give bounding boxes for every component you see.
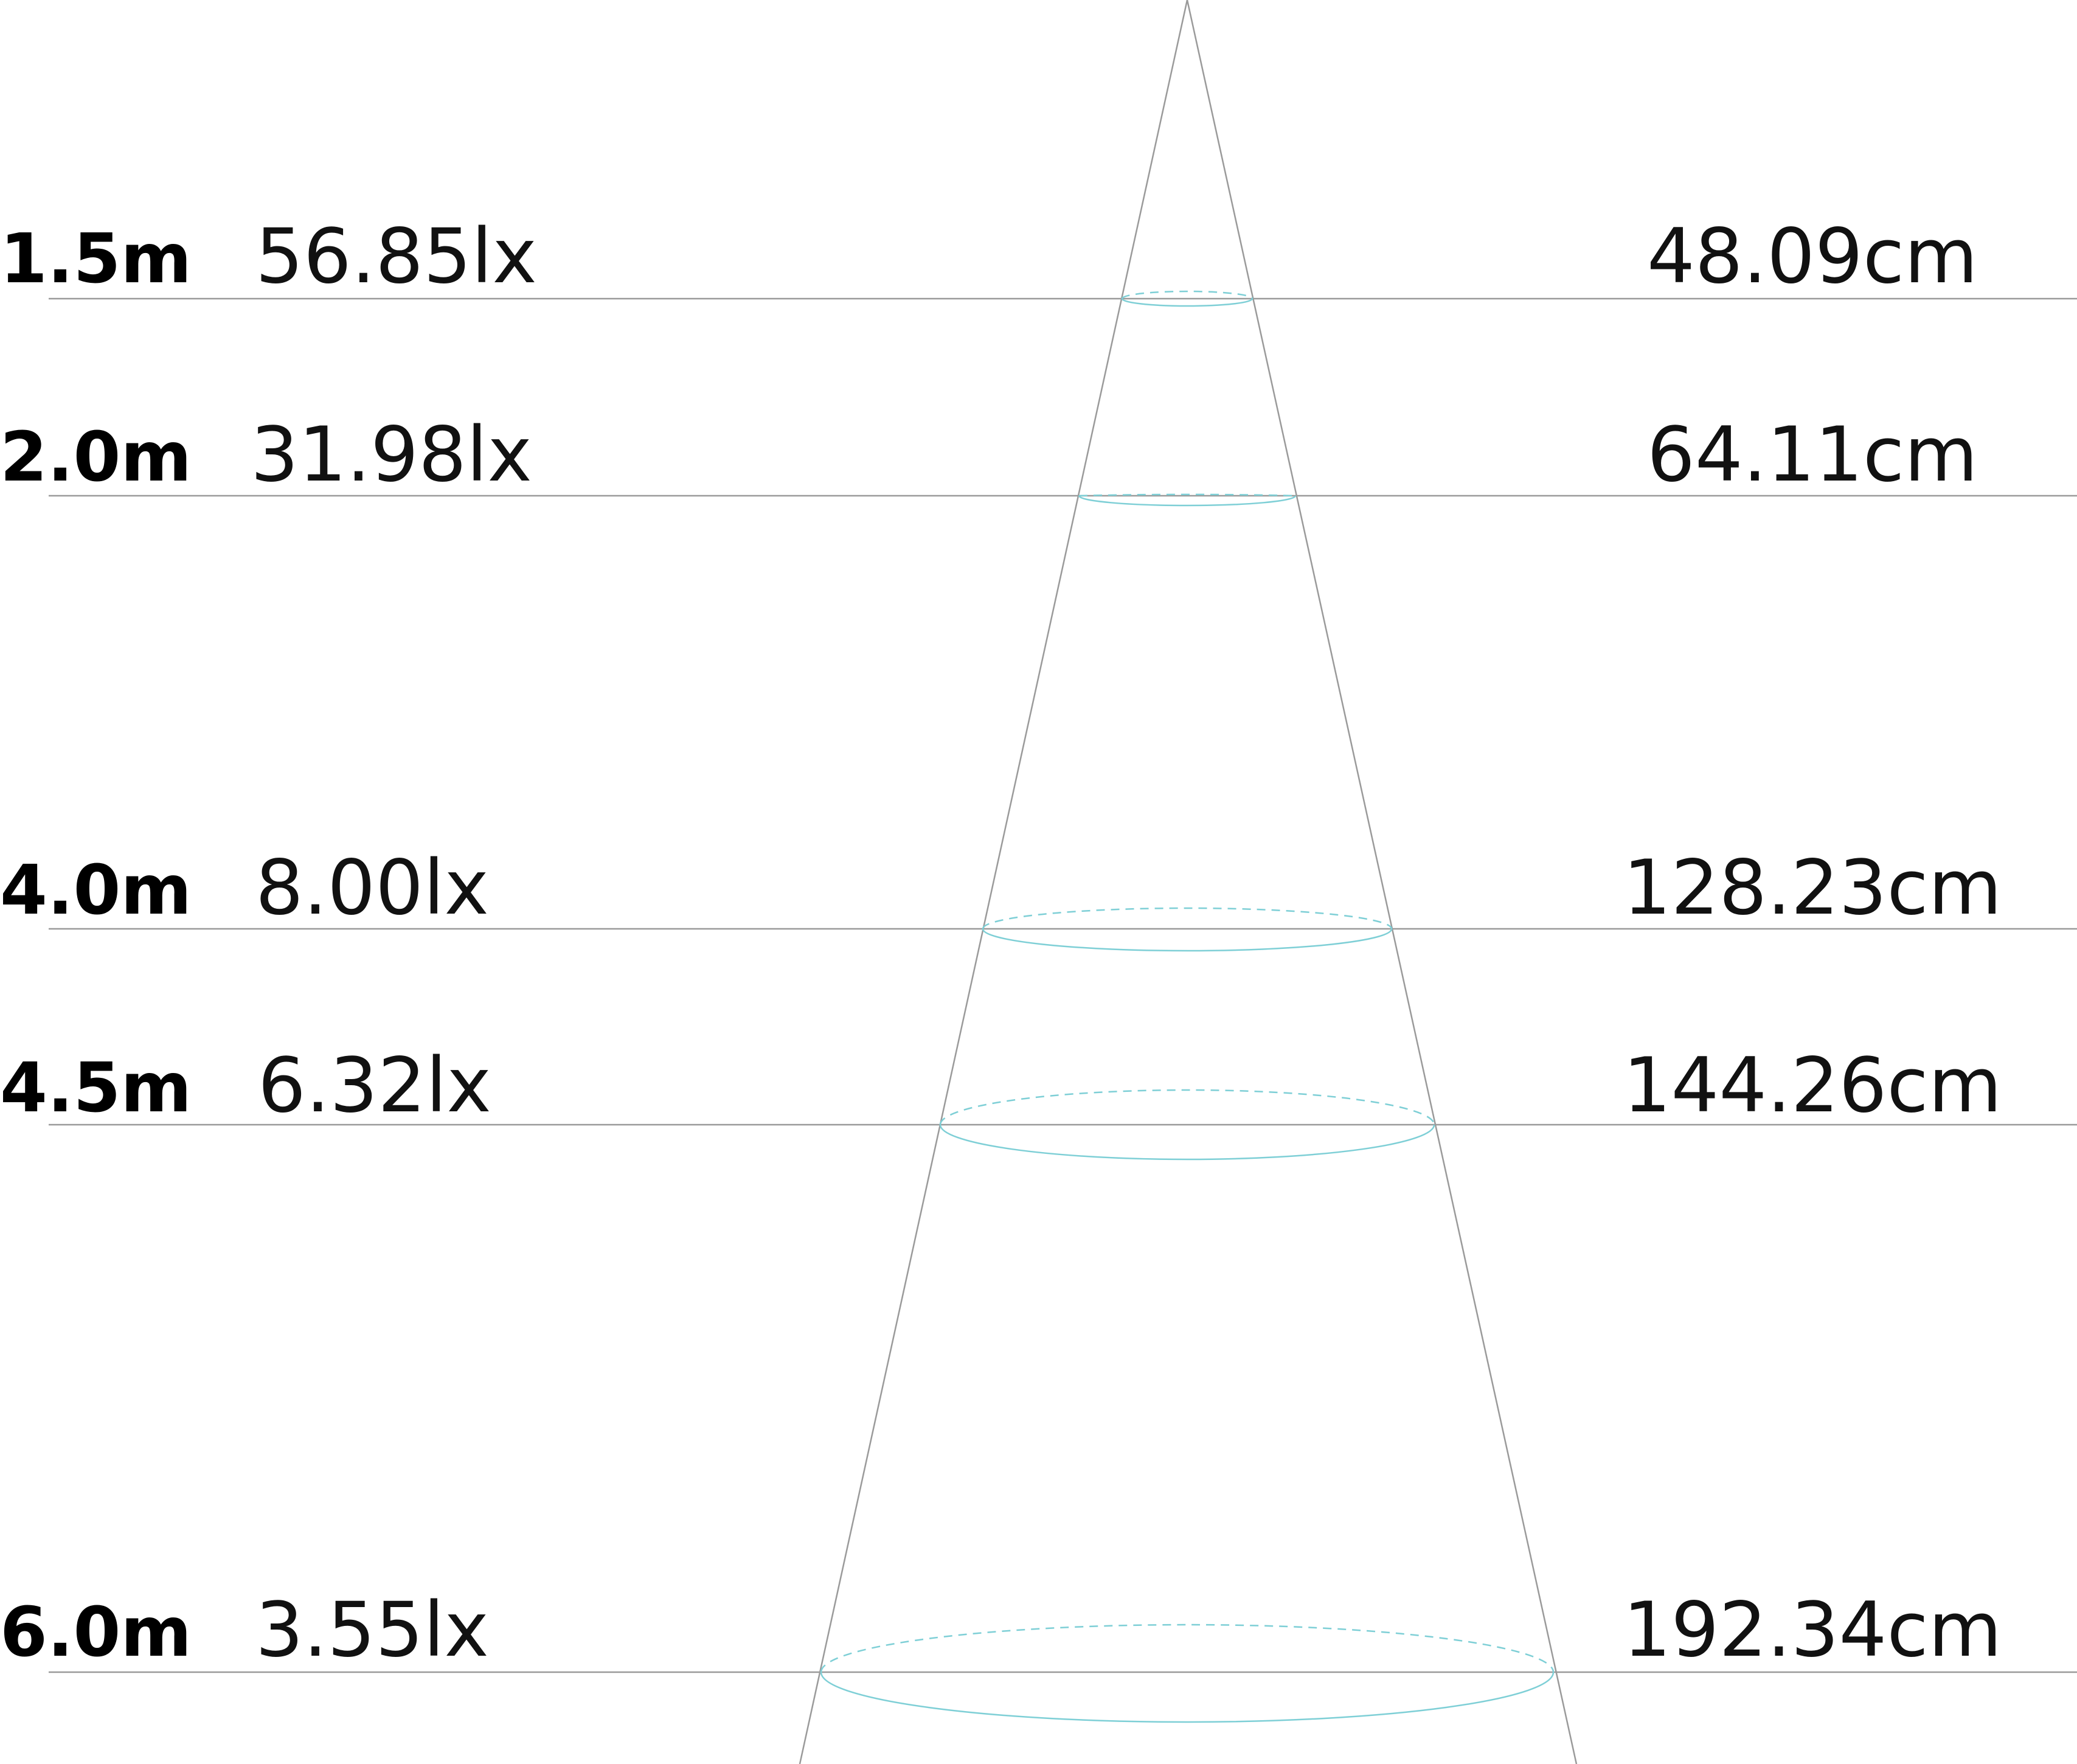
distance-row: 4.0m 8.00lx 128.23cm: [0, 844, 2077, 952]
beam-ellipse-back: [982, 907, 1393, 929]
beam-ellipse-front: [982, 928, 1393, 952]
illuminance-label: 3.55lx: [255, 1586, 489, 1674]
beam-diameter-label: 128.23cm: [1623, 844, 2002, 932]
distance-label: 4.0m: [0, 851, 192, 930]
beam-diameter-label: 48.09cm: [1647, 213, 1978, 300]
illuminance-label: 56.85lx: [255, 213, 537, 300]
distance-label: 2.0m: [0, 418, 192, 497]
distance-label: 1.5m: [0, 220, 192, 299]
beam-ellipse-front: [939, 1124, 1435, 1161]
beam-ellipse-back: [1121, 290, 1253, 299]
beam-ellipse-front: [1078, 495, 1297, 507]
cone-left-edge: [799, 0, 1188, 1764]
distance-label: 6.0m: [0, 1593, 192, 1672]
illuminance-label: 31.98lx: [251, 411, 532, 499]
beam-ellipse-front: [820, 1672, 1555, 1723]
distance-label: 4.5m: [0, 1049, 192, 1128]
beam-diameter-label: 64.11cm: [1647, 411, 1978, 499]
beam-ellipse-back: [939, 1089, 1435, 1125]
illuminance-label: 8.00lx: [255, 844, 489, 932]
beam-diameter-label: 192.34cm: [1623, 1586, 2002, 1674]
cone-right-edge: [1186, 0, 1578, 1764]
distance-row: 6.0m 3.55lx 192.34cm: [0, 1586, 2077, 1723]
beam-diameter-label: 144.26cm: [1623, 1042, 2002, 1130]
distance-row: 4.5m 6.32lx 144.26cm: [0, 1042, 2077, 1161]
distance-row: 2.0m 31.98lx 64.11cm: [0, 411, 2077, 507]
distance-row: 1.5m 56.85lx 48.09cm: [0, 213, 2077, 307]
illuminance-label: 6.32lx: [258, 1042, 491, 1130]
beam-ellipse-front: [1121, 298, 1253, 307]
beam-ellipse-back: [820, 1623, 1555, 1673]
beam-ellipse-back: [1078, 493, 1296, 497]
